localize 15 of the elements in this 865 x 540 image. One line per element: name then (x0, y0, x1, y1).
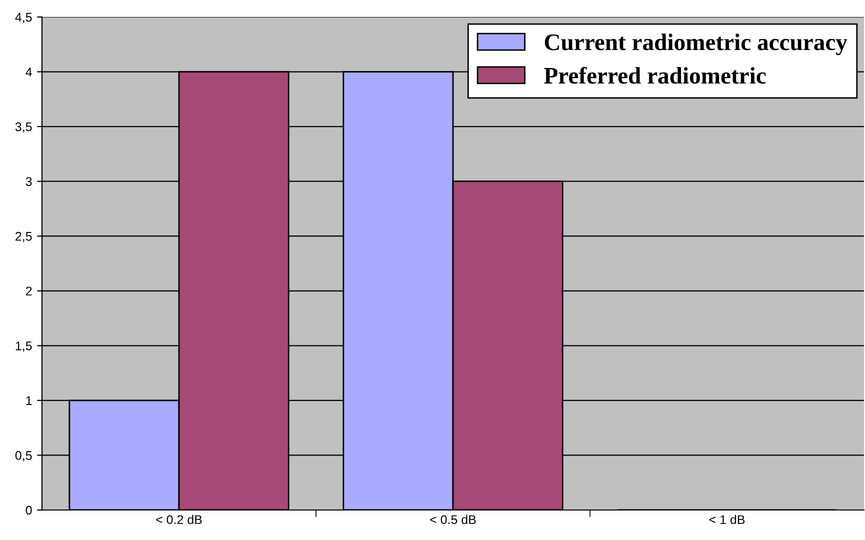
x-tick-label: < 1 dB (709, 514, 745, 524)
y-tick-label: 1 (26, 396, 32, 405)
x-tick-label: < 0.2 dB (156, 514, 202, 524)
y-tick-label: 4,5 (15, 12, 32, 24)
x-tick-label: < 0.5 dB (430, 514, 476, 524)
y-tick-label: 3 (26, 177, 32, 186)
y-tick-label: 0,5 (15, 451, 32, 462)
y-tick-label: 2 (26, 286, 32, 296)
y-tick-label: 3,5 (15, 122, 32, 133)
y-tick-label: 0 (26, 506, 32, 515)
y-tick-label: 2,5 (16, 232, 32, 242)
y-tick-label: 4 (26, 68, 32, 76)
legend-label: Current radiometric accuracy (544, 34, 848, 56)
y-tick-label: 1,5 (16, 342, 32, 352)
legend-label: Preferred radiometric (544, 66, 766, 84)
